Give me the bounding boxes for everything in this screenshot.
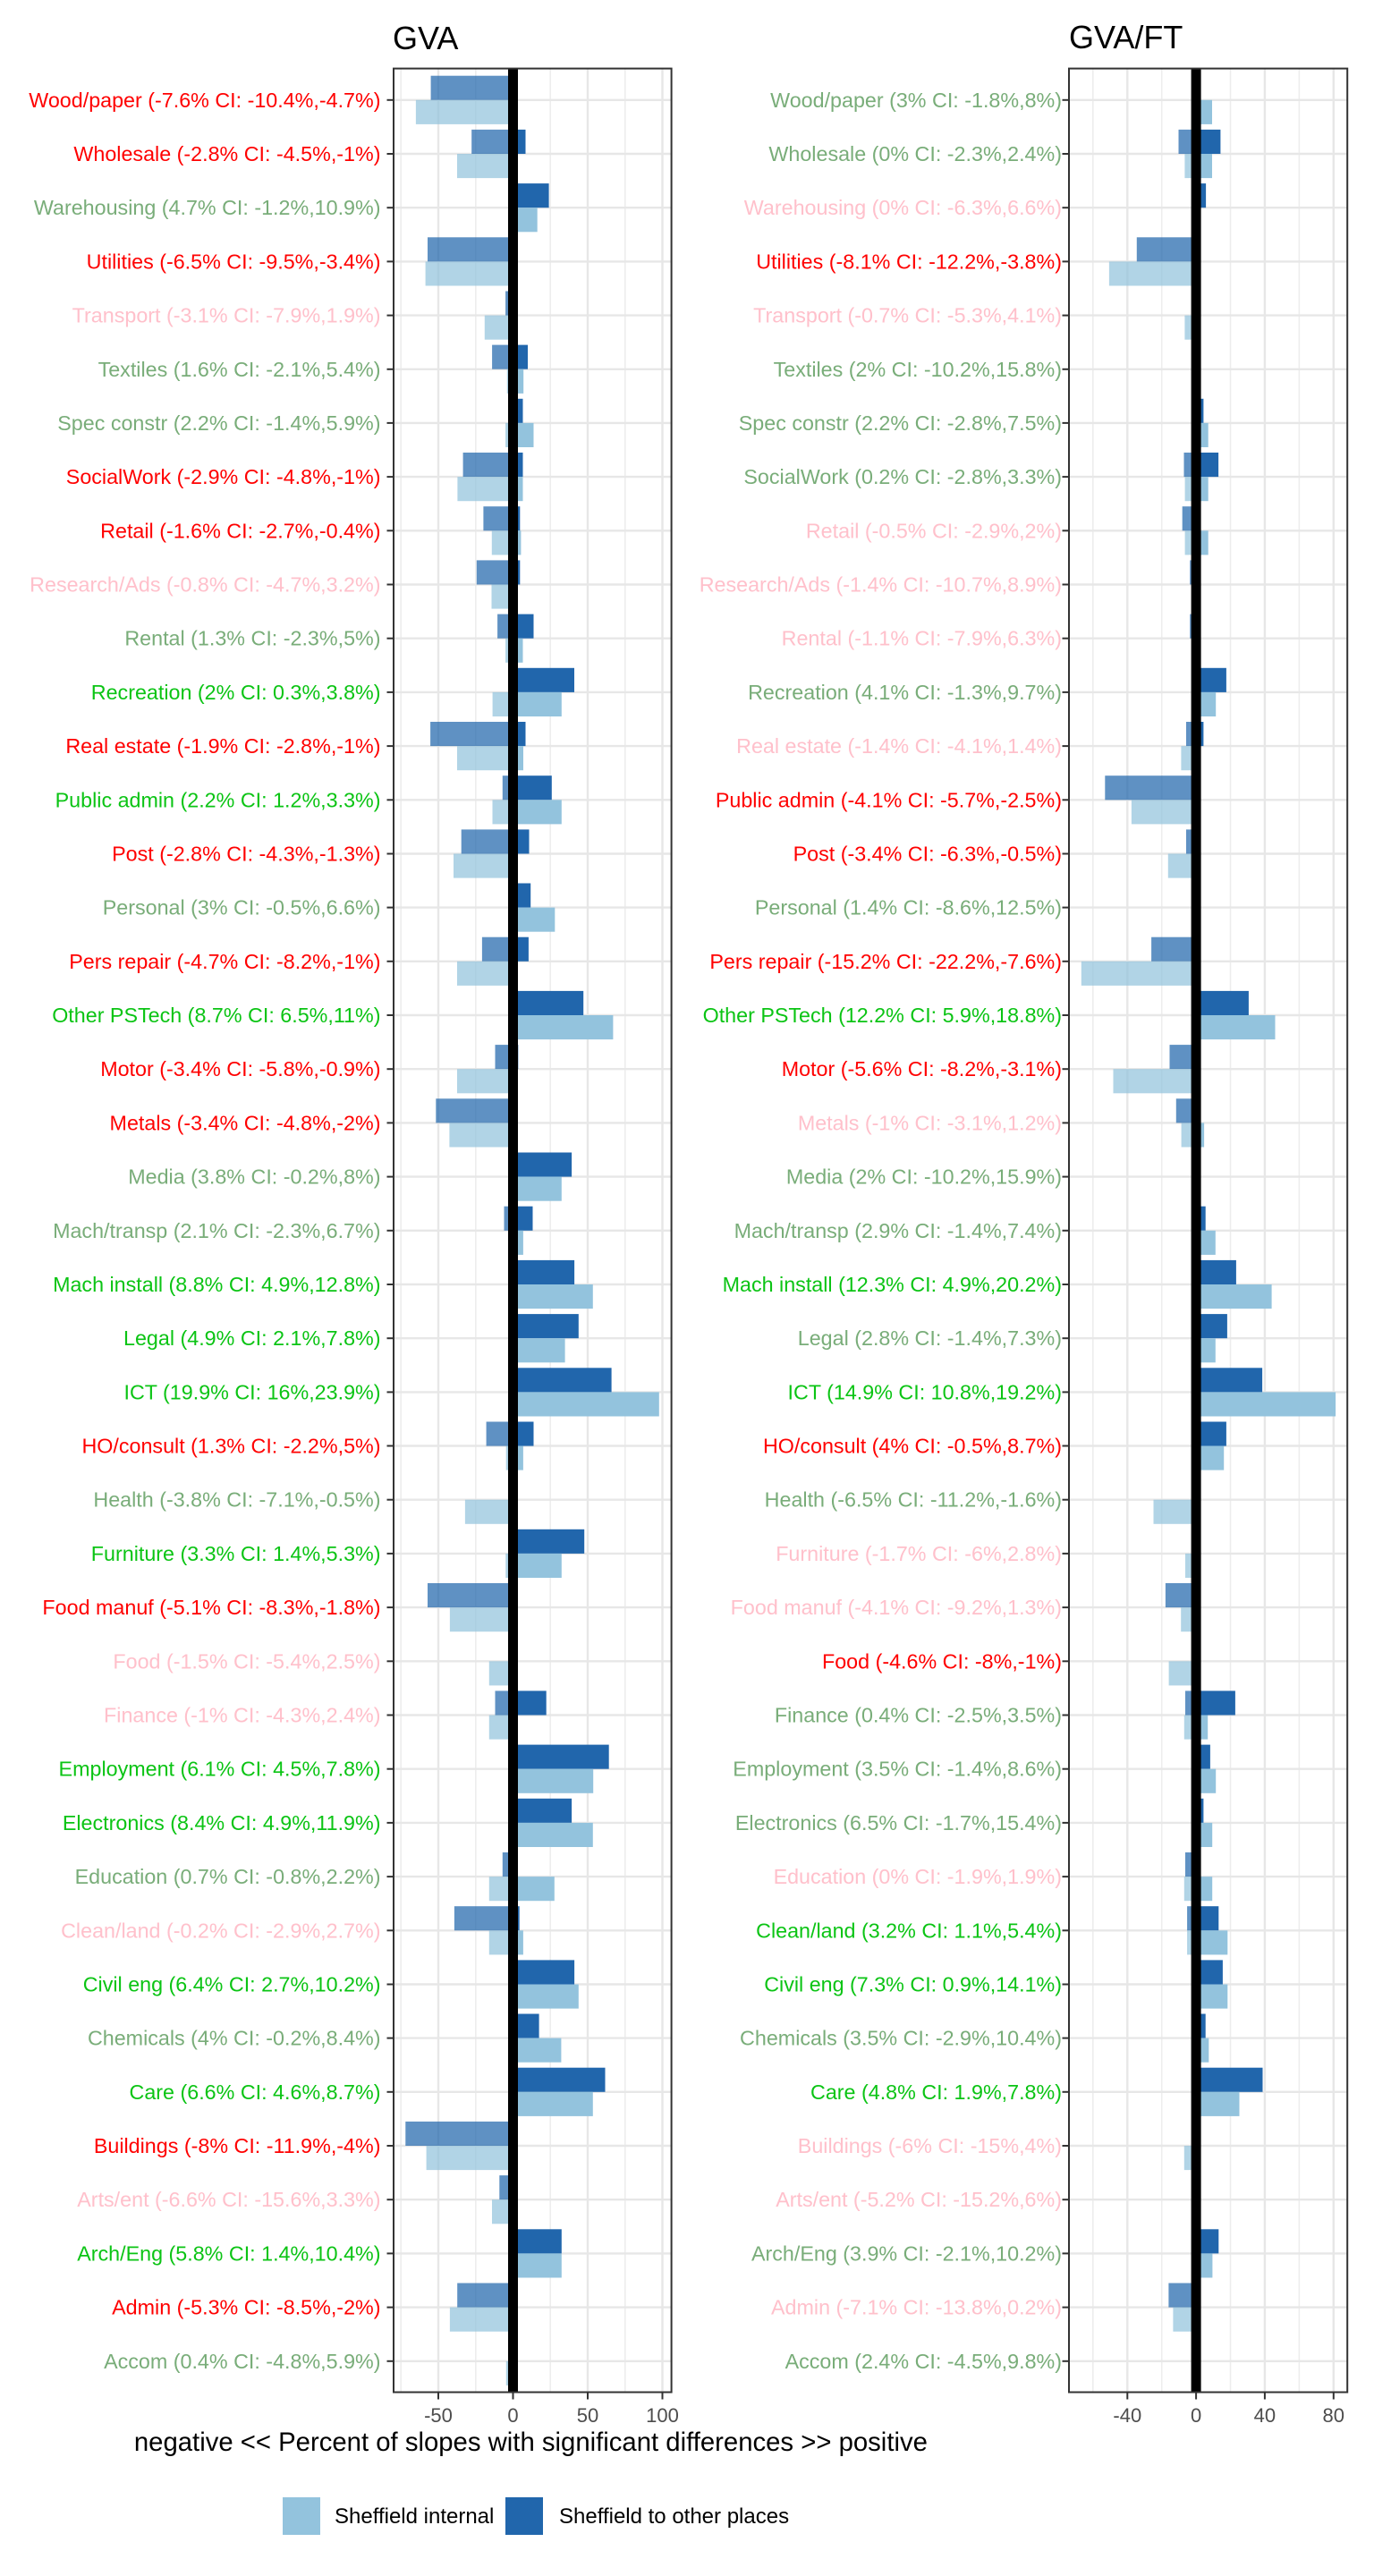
svg-text:Chemicals (3.5% CI: -2.9%,10.4: Chemicals (3.5% CI: -2.9%,10.4%) [740, 2027, 1062, 2050]
svg-text:Media (2% CI: -10.2%,15.9%): Media (2% CI: -10.2%,15.9%) [786, 1165, 1062, 1189]
svg-text:Pers repair (-4.7% CI: -8.2%,-: Pers repair (-4.7% CI: -8.2%,-1%) [69, 950, 380, 973]
svg-text:Pers repair (-15.2% CI: -22.2%: Pers repair (-15.2% CI: -22.2%,-7.6%) [709, 950, 1062, 973]
svg-text:Arch/Eng (5.8% CI: 1.4%,10.4%): Arch/Eng (5.8% CI: 1.4%,10.4%) [77, 2241, 380, 2265]
svg-text:0: 0 [1191, 2404, 1201, 2427]
svg-text:Utilities (-8.1% CI: -12.2%,-3: Utilities (-8.1% CI: -12.2%,-3.8%) [756, 250, 1062, 273]
svg-text:Clean/land (3.2% CI: 1.1%,5.4%: Clean/land (3.2% CI: 1.1%,5.4%) [756, 1919, 1062, 1942]
svg-text:Sheffield to other places: Sheffield to other places [559, 2504, 789, 2529]
svg-text:Wholesale (0% CI: -2.3%,2.4%): Wholesale (0% CI: -2.3%,2.4%) [768, 142, 1062, 165]
svg-text:Mach install (8.8% CI: 4.9%,12: Mach install (8.8% CI: 4.9%,12.8%) [53, 1273, 380, 1296]
svg-text:Civil eng (6.4% CI: 2.7%,10.2%: Civil eng (6.4% CI: 2.7%,10.2%) [83, 1973, 381, 1996]
svg-text:Spec constr (2.2% CI: -2.8%,7.: Spec constr (2.2% CI: -2.8%,7.5%) [739, 411, 1062, 435]
svg-text:Retail (-1.6% CI: -2.7%,-0.4%): Retail (-1.6% CI: -2.7%,-0.4%) [100, 519, 380, 542]
svg-text:Buildings (-6% CI: -15%,4%): Buildings (-6% CI: -15%,4%) [798, 2134, 1062, 2157]
svg-text:Recreation (4.1% CI: -1.3%,9.7: Recreation (4.1% CI: -1.3%,9.7%) [748, 681, 1062, 704]
svg-text:Furniture (3.3% CI: 1.4%,5.3%): Furniture (3.3% CI: 1.4%,5.3%) [91, 1542, 381, 1565]
svg-text:HO/consult (4% CI: -0.5%,8.7%): HO/consult (4% CI: -0.5%,8.7%) [763, 1435, 1062, 1458]
svg-text:Furniture (-1.7% CI: -6%,2.8%): Furniture (-1.7% CI: -6%,2.8%) [776, 1542, 1062, 1565]
svg-text:-50: -50 [424, 2404, 453, 2427]
svg-text:Health (-3.8% CI: -7.1%,-0.5%): Health (-3.8% CI: -7.1%,-0.5%) [93, 1488, 380, 1512]
svg-text:Spec constr (2.2% CI: -1.4%,5.: Spec constr (2.2% CI: -1.4%,5.9%) [57, 411, 380, 435]
svg-text:Civil eng (7.3% CI: 0.9%,14.1%: Civil eng (7.3% CI: 0.9%,14.1%) [764, 1973, 1062, 1996]
svg-text:Other PSTech (12.2% CI: 5.9%,1: Other PSTech (12.2% CI: 5.9%,18.8%) [703, 1004, 1062, 1027]
svg-text:Arts/ent (-6.6% CI: -15.6%,3.3: Arts/ent (-6.6% CI: -15.6%,3.3%) [77, 2188, 380, 2211]
svg-text:Food manuf (-4.1% CI: -9.2%,1.: Food manuf (-4.1% CI: -9.2%,1.3%) [731, 1596, 1062, 1619]
svg-text:Post (-2.8% CI: -4.3%,-1.3%): Post (-2.8% CI: -4.3%,-1.3%) [112, 843, 380, 866]
svg-text:Clean/land (-0.2% CI: -2.9%,2.: Clean/land (-0.2% CI: -2.9%,2.7%) [61, 1919, 380, 1942]
svg-text:Finance (-1% CI: -4.3%,2.4%): Finance (-1% CI: -4.3%,2.4%) [104, 1704, 380, 1727]
svg-text:-40: -40 [1113, 2404, 1141, 2427]
svg-text:Media (3.8% CI: -0.2%,8%): Media (3.8% CI: -0.2%,8%) [128, 1165, 380, 1189]
svg-text:Research/Ads (-1.4% CI: -10.7%: Research/Ads (-1.4% CI: -10.7%,8.9%) [700, 573, 1062, 597]
svg-text:Personal (1.4% CI: -8.6%,12.5%: Personal (1.4% CI: -8.6%,12.5%) [755, 896, 1062, 919]
svg-text:Wholesale (-2.8% CI: -4.5%,-1%: Wholesale (-2.8% CI: -4.5%,-1%) [73, 142, 380, 165]
svg-text:Personal (3% CI: -0.5%,6.6%): Personal (3% CI: -0.5%,6.6%) [103, 896, 381, 919]
svg-text:Wood/paper (-7.6% CI: -10.4%,-: Wood/paper (-7.6% CI: -10.4%,-4.7%) [29, 89, 380, 112]
svg-text:Mach/transp (2.9% CI: -1.4%,7.: Mach/transp (2.9% CI: -1.4%,7.4%) [734, 1219, 1062, 1242]
svg-text:GVA/FT: GVA/FT [1069, 19, 1183, 55]
svg-text:Mach install (12.3% CI: 4.9%,2: Mach install (12.3% CI: 4.9%,20.2%) [723, 1273, 1062, 1296]
svg-text:Finance (0.4% CI: -2.5%,3.5%): Finance (0.4% CI: -2.5%,3.5%) [775, 1704, 1062, 1727]
svg-text:Metals (-3.4% CI: -4.8%,-2%): Metals (-3.4% CI: -4.8%,-2%) [110, 1111, 381, 1134]
svg-text:Research/Ads (-0.8% CI: -4.7%,: Research/Ads (-0.8% CI: -4.7%,3.2%) [30, 573, 380, 597]
svg-text:Care (6.6% CI: 4.6%,8.7%): Care (6.6% CI: 4.6%,8.7%) [130, 2080, 381, 2104]
svg-text:Electronics (6.5% CI: -1.7%,15: Electronics (6.5% CI: -1.7%,15.4%) [735, 1811, 1062, 1835]
svg-text:Recreation (2% CI: 0.3%,3.8%): Recreation (2% CI: 0.3%,3.8%) [91, 681, 381, 704]
svg-text:SocialWork (-2.9% CI: -4.8%,-1: SocialWork (-2.9% CI: -4.8%,-1%) [66, 465, 381, 488]
svg-text:Motor (-5.6% CI: -8.2%,-3.1%): Motor (-5.6% CI: -8.2%,-3.1%) [782, 1057, 1062, 1080]
svg-text:Admin (-5.3% CI: -8.5%,-2%): Admin (-5.3% CI: -8.5%,-2%) [112, 2296, 380, 2319]
svg-text:Chemicals (4% CI: -0.2%,8.4%): Chemicals (4% CI: -0.2%,8.4%) [88, 2027, 381, 2050]
svg-text:Sheffield internal: Sheffield internal [335, 2504, 494, 2529]
svg-text:ICT (14.9% CI: 10.8%,19.2%): ICT (14.9% CI: 10.8%,19.2%) [788, 1380, 1062, 1403]
svg-text:Electronics (8.4% CI: 4.9%,11.: Electronics (8.4% CI: 4.9%,11.9%) [63, 1811, 381, 1835]
svg-text:Mach/transp (2.1% CI: -2.3%,6.: Mach/transp (2.1% CI: -2.3%,6.7%) [53, 1219, 380, 1242]
svg-text:Care (4.8% CI: 1.9%,7.8%): Care (4.8% CI: 1.9%,7.8%) [810, 2080, 1062, 2104]
svg-text:Real estate (-1.4% CI: -4.1%,1: Real estate (-1.4% CI: -4.1%,1.4%) [736, 734, 1062, 758]
svg-text:80: 80 [1323, 2404, 1344, 2427]
svg-text:Rental (1.3% CI: -2.3%,5%): Rental (1.3% CI: -2.3%,5%) [124, 627, 380, 650]
svg-text:Public admin (2.2% CI: 1.2%,3.: Public admin (2.2% CI: 1.2%,3.3%) [55, 788, 381, 811]
svg-text:Public admin (-4.1% CI: -5.7%,: Public admin (-4.1% CI: -5.7%,-2.5%) [716, 788, 1062, 811]
svg-text:Education (0.7% CI: -0.8%,2.2%: Education (0.7% CI: -0.8%,2.2%) [75, 1865, 381, 1888]
svg-text:Food manuf (-5.1% CI: -8.3%,-1: Food manuf (-5.1% CI: -8.3%,-1.8%) [42, 1596, 380, 1619]
svg-text:Warehousing (0% CI: -6.3%,6.6%: Warehousing (0% CI: -6.3%,6.6%) [744, 196, 1062, 219]
svg-text:Employment (3.5% CI: -1.4%,8.6: Employment (3.5% CI: -1.4%,8.6%) [733, 1758, 1062, 1781]
svg-text:Utilities (-6.5% CI: -9.5%,-3.: Utilities (-6.5% CI: -9.5%,-3.4%) [87, 250, 381, 273]
svg-text:0: 0 [507, 2404, 518, 2427]
svg-text:Legal (2.8% CI: -1.4%,7.3%): Legal (2.8% CI: -1.4%,7.3%) [798, 1326, 1062, 1350]
svg-text:Education (0% CI: -1.9%,1.9%): Education (0% CI: -1.9%,1.9%) [774, 1865, 1062, 1888]
svg-text:Metals (-1% CI: -3.1%,1.2%): Metals (-1% CI: -3.1%,1.2%) [798, 1111, 1062, 1134]
svg-text:Legal (4.9% CI: 2.1%,7.8%): Legal (4.9% CI: 2.1%,7.8%) [123, 1326, 380, 1350]
svg-text:HO/consult (1.3% CI: -2.2%,5%): HO/consult (1.3% CI: -2.2%,5%) [81, 1435, 380, 1458]
svg-text:Motor (-3.4% CI: -5.8%,-0.9%): Motor (-3.4% CI: -5.8%,-0.9%) [100, 1057, 380, 1080]
svg-text:Other PSTech (8.7% CI: 6.5%,11: Other PSTech (8.7% CI: 6.5%,11%) [52, 1004, 380, 1027]
svg-text:Wood/paper (3% CI: -1.8%,8%): Wood/paper (3% CI: -1.8%,8%) [770, 89, 1062, 112]
svg-text:Admin (-7.1% CI: -13.8%,0.2%): Admin (-7.1% CI: -13.8%,0.2%) [771, 2296, 1062, 2319]
svg-text:Food (-4.6% CI: -8%,-1%): Food (-4.6% CI: -8%,-1%) [822, 1649, 1062, 1673]
svg-text:Arch/Eng (3.9% CI: -2.1%,10.2%: Arch/Eng (3.9% CI: -2.1%,10.2%) [751, 2241, 1062, 2265]
svg-text:Warehousing (4.7% CI: -1.2%,10: Warehousing (4.7% CI: -1.2%,10.9%) [34, 196, 381, 219]
svg-text:Arts/ent (-5.2% CI: -15.2%,6%): Arts/ent (-5.2% CI: -15.2%,6%) [776, 2188, 1062, 2211]
svg-text:Transport (-0.7% CI: -5.3%,4.1: Transport (-0.7% CI: -5.3%,4.1%) [753, 304, 1062, 327]
svg-text:Employment (6.1% CI: 4.5%,7.8%: Employment (6.1% CI: 4.5%,7.8%) [59, 1758, 381, 1781]
svg-text:Transport (-3.1% CI: -7.9%,1.9: Transport (-3.1% CI: -7.9%,1.9%) [72, 304, 381, 327]
svg-text:40: 40 [1254, 2404, 1276, 2427]
svg-text:Accom (0.4% CI: -4.8%,5.9%): Accom (0.4% CI: -4.8%,5.9%) [104, 2350, 380, 2373]
svg-text:Textiles (2% CI: -10.2%,15.8%): Textiles (2% CI: -10.2%,15.8%) [774, 358, 1062, 381]
svg-text:Retail (-0.5% CI: -2.9%,2%): Retail (-0.5% CI: -2.9%,2%) [806, 519, 1062, 542]
svg-text:100: 100 [646, 2404, 679, 2427]
svg-text:ICT (19.9% CI: 16%,23.9%): ICT (19.9% CI: 16%,23.9%) [123, 1380, 380, 1403]
svg-text:Food (-1.5% CI: -5.4%,2.5%): Food (-1.5% CI: -5.4%,2.5%) [113, 1649, 380, 1673]
svg-text:Textiles (1.6% CI: -2.1%,5.4%): Textiles (1.6% CI: -2.1%,5.4%) [98, 358, 381, 381]
svg-text:50: 50 [577, 2404, 598, 2427]
svg-text:Accom (2.4% CI: -4.5%,9.8%): Accom (2.4% CI: -4.5%,9.8%) [785, 2350, 1062, 2373]
svg-text:Real estate (-1.9% CI: -2.8%,-: Real estate (-1.9% CI: -2.8%,-1%) [65, 734, 380, 758]
svg-text:Rental (-1.1% CI: -7.9%,6.3%): Rental (-1.1% CI: -7.9%,6.3%) [782, 627, 1062, 650]
svg-text:Health (-6.5% CI: -11.2%,-1.6%: Health (-6.5% CI: -11.2%,-1.6%) [765, 1488, 1062, 1512]
svg-text:Post (-3.4% CI: -6.3%,-0.5%): Post (-3.4% CI: -6.3%,-0.5%) [793, 843, 1062, 866]
svg-text:SocialWork (0.2% CI: -2.8%,3.3: SocialWork (0.2% CI: -2.8%,3.3%) [743, 465, 1062, 488]
svg-text:Buildings (-8% CI: -11.9%,-4%): Buildings (-8% CI: -11.9%,-4%) [94, 2134, 381, 2157]
svg-text:negative << Percent of slopes: negative << Percent of slopes with signi… [134, 2428, 928, 2457]
svg-text:GVA: GVA [393, 20, 458, 56]
